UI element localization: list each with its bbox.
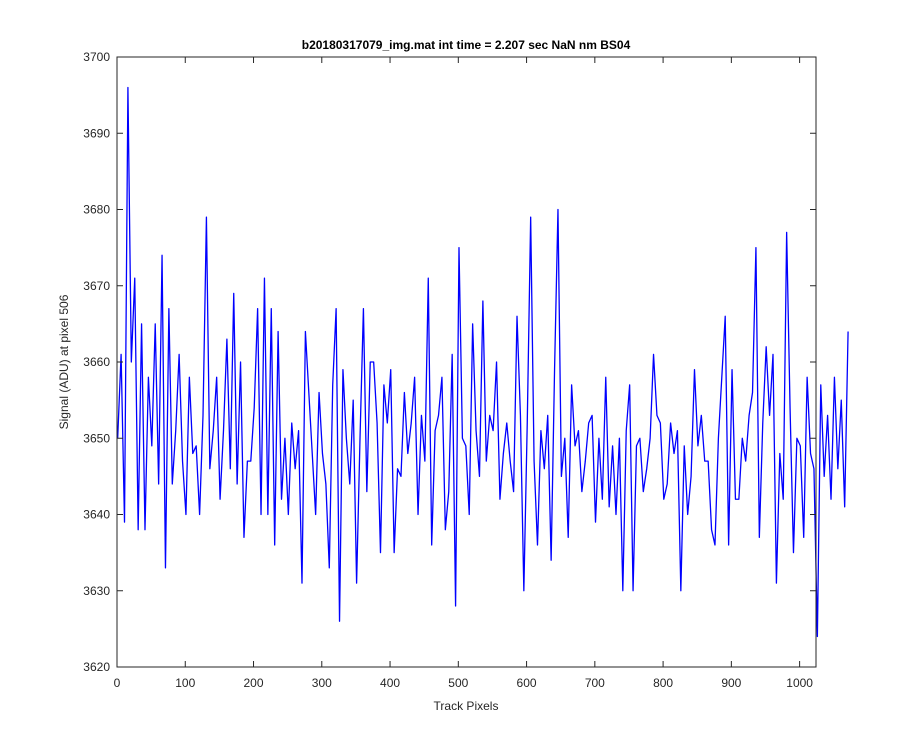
x-axis-label: Track Pixels	[434, 699, 499, 713]
y-tick-label: 3640	[83, 508, 110, 522]
y-tick-label: 3680	[83, 203, 110, 217]
y-tick-label: 3650	[83, 431, 110, 445]
x-tick-label: 600	[517, 676, 537, 690]
x-tick-label: 900	[721, 676, 741, 690]
y-axis: 3620 3630 3640 3650 3660 3670 3680 3690 3700	[83, 50, 816, 674]
x-tick-label: 400	[380, 676, 400, 690]
x-tick-label: 300	[312, 676, 332, 690]
plot-area	[117, 57, 816, 667]
x-tick-label: 1000	[786, 676, 813, 690]
x-tick-label: 800	[653, 676, 673, 690]
y-tick-label: 3660	[83, 355, 110, 369]
series-line-1	[117, 86, 849, 638]
chart-title: b20180317079_img.mat int time = 2.207 se…	[302, 38, 631, 52]
series-layer	[117, 86, 849, 638]
y-tick-label: 3630	[83, 584, 110, 598]
y-tick-label: 3620	[83, 660, 110, 674]
x-tick-label: 100	[175, 676, 195, 690]
y-tick-label: 3670	[83, 279, 110, 293]
y-tick-label: 3690	[83, 126, 110, 140]
y-tick-label: 3700	[83, 50, 110, 64]
x-tick-label: 500	[448, 676, 468, 690]
x-tick-label: 200	[244, 676, 264, 690]
x-tick-label: 700	[585, 676, 605, 690]
x-tick-label: 0	[114, 676, 121, 690]
x-axis: 0 100 200 300 400 500 600 700 800 900 1000	[114, 57, 813, 690]
y-axis-label: Signal (ADU) at pixel 506	[57, 294, 71, 429]
